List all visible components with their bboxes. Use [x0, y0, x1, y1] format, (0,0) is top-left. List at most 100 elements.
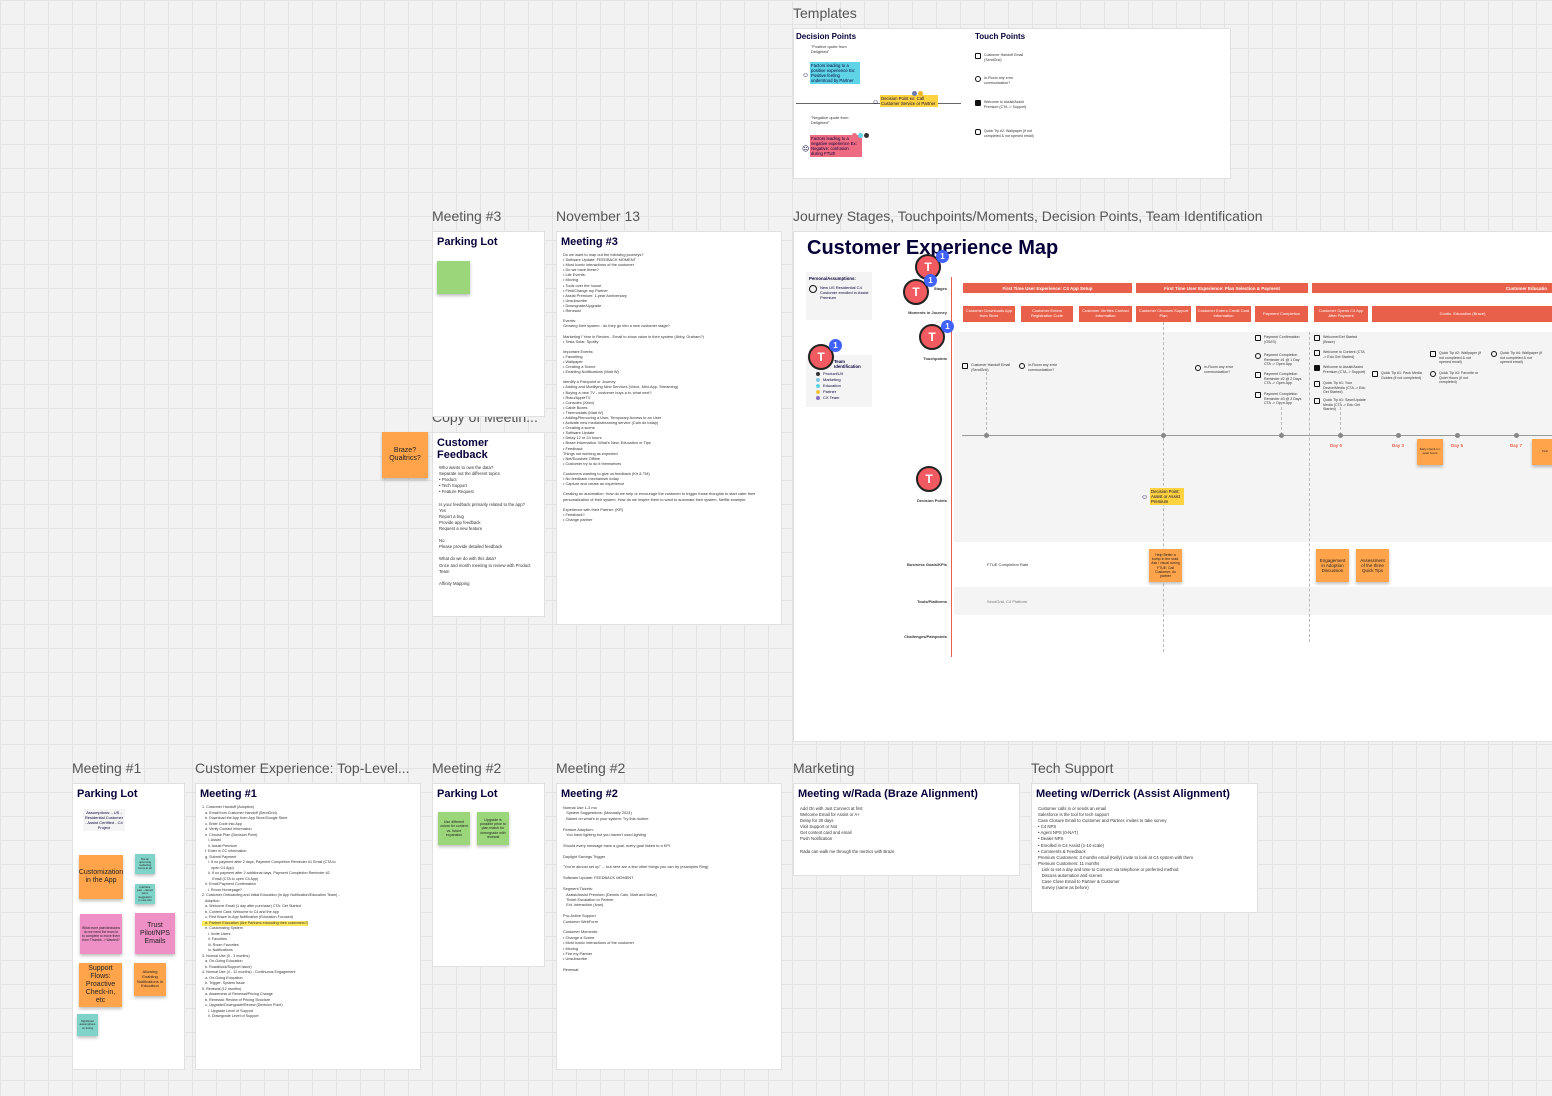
- touchpoint-template-inroom[interactable]: In-Room any error communication?: [975, 76, 1035, 85]
- cem-sticky-note[interactable]: Engagement in Adoption Discussion: [1316, 549, 1349, 582]
- parking-sticky[interactable]: Significant assumptions on timing: [77, 1014, 98, 1036]
- assumptions-note[interactable]: Assumptions: - US - Residential Customer…: [83, 809, 125, 831]
- parking-lot-meeting2[interactable]: Parking Lot: [432, 783, 545, 967]
- marker-dot: [912, 91, 917, 96]
- moment-payment-completion[interactable]: Payment Completion: [1255, 306, 1308, 322]
- parking-sticky[interactable]: Use different colors for content vs. fut…: [438, 812, 470, 845]
- positive-factors-highlight[interactable]: Factors leading to a positive experience…: [810, 62, 860, 84]
- persona-box[interactable]: Persona/Assumptions: New US Residential …: [806, 272, 872, 320]
- stage-header-plan-selection[interactable]: First Time User Experience: Plan Selecti…: [1136, 283, 1308, 293]
- parking-sticky[interactable]: Support Flows: Proactive Check-in, etc: [79, 963, 122, 1007]
- cem-touchpoint[interactable]: Quick Tip #1: Your Device/Media (CTA -> …: [1314, 381, 1366, 395]
- frame-label-meeting2[interactable]: Meeting #2: [556, 760, 626, 776]
- marketing-frame[interactable]: Meeting w/Rada (Braze Alignment) Add On …: [793, 783, 1020, 876]
- templates-frame[interactable]: Decision Points Touch Points "Positive q…: [793, 28, 1231, 179]
- parking-sticky[interactable]: Interface part - cannot send, suggestion…: [135, 884, 155, 904]
- empty-sticky-note[interactable]: [437, 261, 470, 294]
- negative-factors-highlight[interactable]: Factors leading to a negative experience…: [810, 135, 862, 157]
- cem-touchpoint[interactable]: Quick Tip #3: Favorite or Quiet Hours (i…: [1430, 371, 1482, 385]
- moment-download-app[interactable]: Customer Downloads App from Store: [963, 306, 1015, 322]
- moment-credit-card[interactable]: Customer Enters Credit Card Information: [1196, 306, 1251, 322]
- parking-sticky[interactable]: Trust Pilot/NPS Emails: [135, 913, 175, 954]
- note-line: No: [439, 538, 445, 544]
- note-line: • Customer try to do it themselves: [563, 460, 622, 466]
- cem-sticky-note[interactable]: Help Better a bump in the road. Ask / vi…: [1149, 549, 1182, 582]
- cem-touchpoint[interactable]: Payment Completion Reminder #1 @ 1 Day C…: [1255, 353, 1307, 367]
- frame-label-cx-top-level[interactable]: Customer Experience: Top-Level...: [195, 760, 410, 776]
- parking-lot-meeting3[interactable]: Parking Lot: [432, 231, 545, 417]
- meeting1-frame[interactable]: Meeting #1 1. Customer Handoff (Adoption…: [195, 783, 421, 1070]
- frame-label-journey[interactable]: Journey Stages, Touchpoints/Moments, Dec…: [793, 208, 1263, 224]
- cem-touchpoint[interactable]: Quick Tip #1: Save/Update Media (CTA -> …: [1314, 398, 1366, 412]
- cem-touchpoint[interactable]: Payment Completion Reminder #2 @ 2 Days …: [1255, 372, 1307, 386]
- frame-label-meeting1-parking[interactable]: Meeting #1: [72, 760, 142, 776]
- collaborator-avatar[interactable]: T: [919, 324, 945, 350]
- question-icon: [1019, 363, 1025, 369]
- note-line: 5. Renewal (12 months): [202, 986, 242, 991]
- touchpoint-template-quicktip[interactable]: Quick Tip #2: Wallpaper (if not complete…: [975, 129, 1035, 138]
- moment-choose-plan[interactable]: Customer Chooses Support Plan: [1136, 306, 1191, 322]
- note-line: • First/Change my Partner: [563, 287, 608, 293]
- comment-count-badge[interactable]: 1: [941, 320, 954, 333]
- note-line: c. Enter Code into App: [202, 821, 242, 826]
- parking-sticky[interactable]: Not an upcoming marketing focus at all: [135, 854, 155, 874]
- cem-touchpoint[interactable]: Customer Handoff Email (SendGrid): [962, 363, 1012, 372]
- cem-touchpoint[interactable]: In-Room any error communication?: [1195, 365, 1245, 374]
- comment-count-badge[interactable]: 1: [829, 339, 842, 352]
- cem-touchpoint[interactable]: Welcome/Get Started (Braze): [1314, 335, 1366, 344]
- meeting3-frame[interactable]: Meeting #3 Do we want to map out the fol…: [556, 231, 782, 625]
- collaborator-avatar[interactable]: T: [916, 466, 942, 492]
- decision-point-highlight[interactable]: Decision Point ex: Call Customer Service…: [880, 95, 938, 107]
- tech-support-frame[interactable]: Meeting w/Derrick (Assist Alignment) Cus…: [1031, 783, 1258, 913]
- cem-touchpoint[interactable]: In-Room any error communication?: [1019, 363, 1069, 372]
- note-line: Report a bug: [439, 513, 464, 519]
- braze-qualtrics-sticky[interactable]: Braze? Qualtrics?: [382, 432, 428, 478]
- note-line: • C4 NPS: [1038, 824, 1057, 830]
- cem-touchpoint[interactable]: Quick Tip #4: Wallpaper (if not complete…: [1491, 351, 1543, 365]
- note-line: 1. Customer Handoff (Adoption): [202, 805, 254, 809]
- parking-sticky[interactable]: Customization in the App: [79, 855, 123, 899]
- moment-continued-education[interactable]: Contin. Education (Braze): [1372, 306, 1552, 322]
- frame-label-meeting2-parking[interactable]: Meeting #2: [432, 760, 502, 776]
- comment-count-badge[interactable]: 1: [924, 274, 937, 287]
- note-line: • Adding/Removing a User, Temporary Acce…: [563, 415, 662, 420]
- cem-sticky-note[interactable]: First: [1532, 439, 1552, 465]
- frame-label-tech-support[interactable]: Tech Support: [1031, 760, 1114, 776]
- team-legend-item: CX Team: [816, 395, 872, 401]
- meeting2-frame[interactable]: Meeting #2 Normal Use 1-3 mo System Sugg…: [556, 783, 782, 1070]
- comment-count-badge[interactable]: 1: [936, 250, 949, 263]
- touchpoint-template-welcome[interactable]: Welcome to Assist/Assist Premium (CTA ->…: [975, 100, 1035, 109]
- cem-touchpoint[interactable]: Quick Tip #1: Pack Media Guides (if not …: [1372, 371, 1424, 380]
- parking-sticky[interactable]: What more pain/decisions do we need the …: [80, 914, 122, 954]
- cem-touchpoint[interactable]: Payment Confirmation (OS/IS): [1255, 335, 1307, 344]
- note-line: Yes: [439, 507, 447, 513]
- cem-sticky-note[interactable]: Early check-in / quiet hours: [1417, 439, 1443, 465]
- customer-feedback-frame[interactable]: Customer Feedback Who wants to own the d…: [432, 432, 545, 617]
- frame-label-templates[interactable]: Templates: [793, 5, 857, 21]
- frame-label-marketing[interactable]: Marketing: [793, 760, 855, 776]
- stage-header-app-setup[interactable]: First Time User Experience: C4 App Setup: [963, 283, 1132, 293]
- parking-sticky[interactable]: Allowing Enabling Notifications in Educa…: [134, 963, 166, 996]
- stage-header-customer-education[interactable]: Customer Educatio: [1312, 283, 1552, 293]
- cem-touchpoint[interactable]: Payment Completion Reminder #3 @ 3 Days …: [1255, 392, 1307, 406]
- envelope-icon: [1314, 381, 1320, 387]
- cem-touchpoint[interactable]: Welcome to Content (CTA -> Edu Get Start…: [1314, 350, 1366, 359]
- moment-open-app[interactable]: Customer Opens C4 App After Payment: [1314, 306, 1368, 322]
- moment-verify-contact[interactable]: Customer Verifies Contact Information: [1079, 306, 1132, 322]
- parking-sticky[interactable]: Upgrade is possible price to plan match …: [477, 812, 509, 845]
- note-line: a. Email from Customer Handoff (SendGrid…: [202, 810, 277, 815]
- timeline-line: [962, 435, 1552, 436]
- frame-label-november13[interactable]: November 13: [556, 208, 641, 224]
- frame-label-meeting3-parking[interactable]: Meeting #3: [432, 208, 502, 224]
- customer-experience-map-frame[interactable]: Customer Experience Map Persona/Assumpti…: [793, 231, 1552, 742]
- note-line: • Do we have these?: [563, 267, 599, 273]
- cem-touchpoint[interactable]: Welcome to Assist/Assist Premium (CTA ->…: [1314, 365, 1366, 374]
- thinking-emoji-icon: ☺: [1141, 494, 1149, 501]
- cem-sticky-note[interactable]: Assessment of the three Quick Tips: [1356, 549, 1389, 582]
- cem-touchpoint[interactable]: Quick Tip #2: Wallpaper (if not complete…: [1430, 351, 1482, 365]
- cem-decision-point[interactable]: Decision Point: Assist or Assist Premium: [1150, 488, 1184, 505]
- moment-registration-code[interactable]: Customer Enters Registration Code: [1021, 306, 1073, 322]
- envelope-icon: [962, 363, 968, 369]
- touchpoint-template-email[interactable]: Customer Handoff Email (SendGrid): [975, 53, 1035, 62]
- note-line: Request a new feature: [439, 525, 483, 531]
